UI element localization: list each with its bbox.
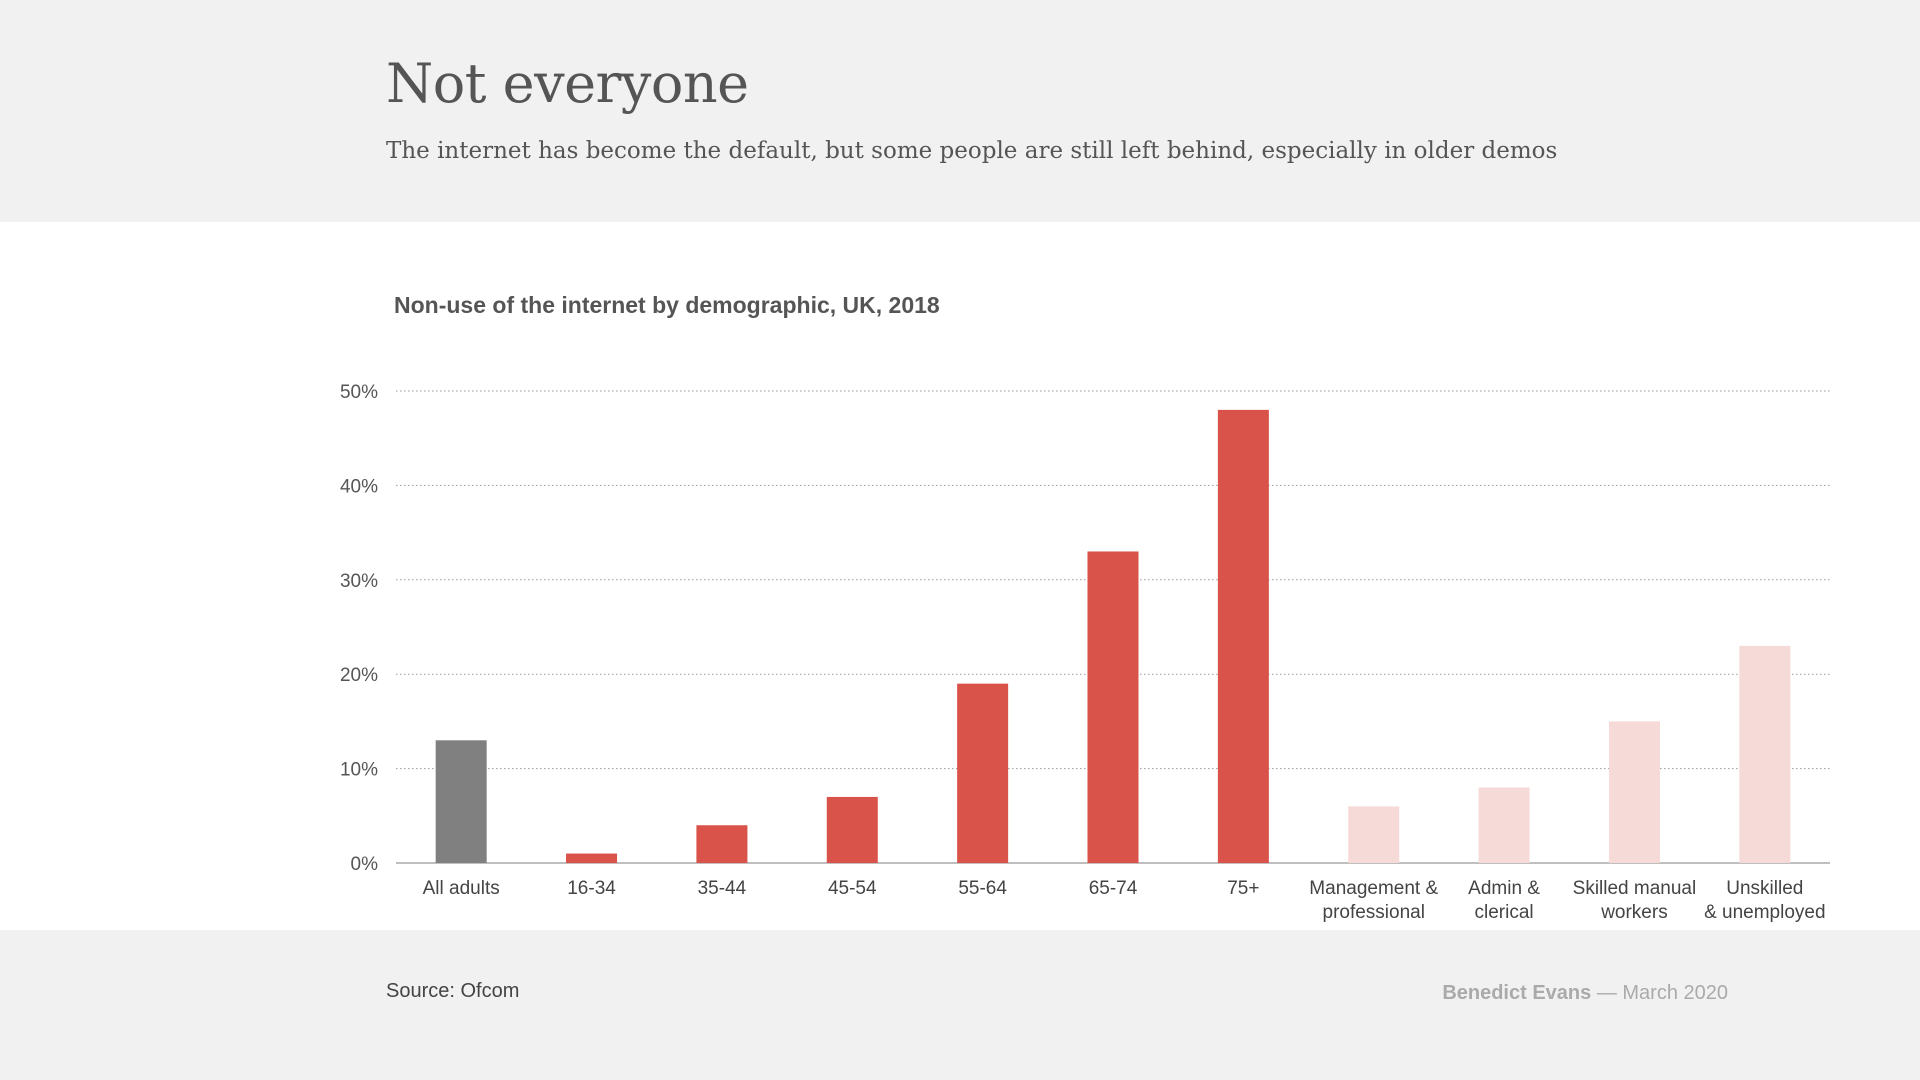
author-name: Benedict Evans — [1442, 982, 1592, 1004]
bar — [1478, 787, 1530, 863]
x-tick-label: Management & professional — [1309, 878, 1438, 923]
x-tick-label: 16-34 — [567, 878, 616, 899]
x-tick-label: 75+ — [1227, 878, 1259, 899]
x-tick-label: All adults — [423, 878, 500, 899]
publish-date: — March 2020 — [1596, 982, 1728, 1004]
chart-title: Non-use of the internet by demographic, … — [394, 292, 940, 318]
y-tick-label: 20% — [340, 665, 378, 686]
x-tick-label: Skilled manual workers — [1573, 878, 1697, 923]
x-tick-label: Unskilled & unemployed — [1704, 878, 1825, 923]
credit: Benedict Evans — March 2020 — [1442, 982, 1728, 1005]
bar — [1217, 409, 1269, 863]
x-tick-label: 35-44 — [698, 878, 747, 899]
bar — [566, 853, 618, 863]
y-tick-label: 10% — [340, 760, 378, 781]
bar — [1087, 551, 1139, 863]
x-tick-label: 65-74 — [1089, 878, 1138, 899]
source-note: Source: Ofcom — [386, 980, 520, 1002]
y-tick-label: 30% — [340, 571, 378, 592]
x-tick-label: 55-64 — [958, 878, 1007, 899]
bar — [696, 825, 748, 863]
x-tick-label: Admin & clerical — [1468, 878, 1540, 923]
bar — [1739, 645, 1791, 863]
bar — [957, 683, 1009, 863]
y-tick-label: 0% — [351, 854, 379, 875]
y-tick-label: 40% — [340, 476, 378, 497]
header: Not everyone The internet has become the… — [0, 0, 1920, 222]
x-tick-label: 45-54 — [828, 878, 877, 899]
bar — [435, 740, 487, 863]
bar — [826, 796, 878, 863]
page-subtitle: The internet has become the default, but… — [386, 138, 1558, 164]
y-tick-label: 50% — [340, 382, 378, 403]
bar — [1608, 721, 1660, 863]
bar — [1348, 806, 1400, 863]
page-title: Not everyone — [386, 52, 749, 115]
